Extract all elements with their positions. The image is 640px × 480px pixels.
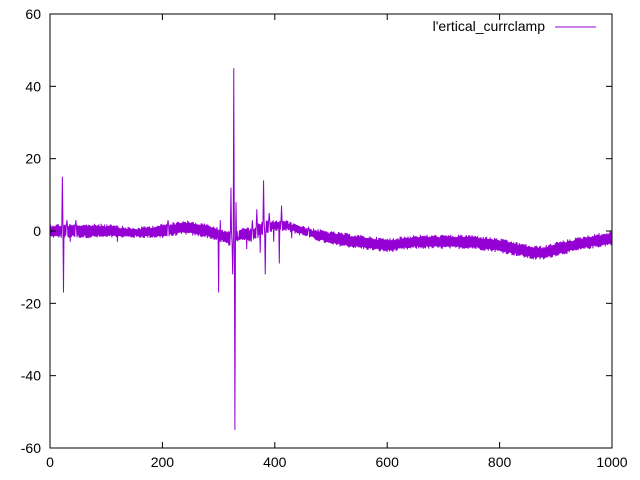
x-tick-label: 600 [376,454,400,470]
x-tick-label: 400 [263,454,287,470]
x-tick-label: 0 [46,454,54,470]
y-tick-label: -40 [21,368,41,384]
y-tick-label: -60 [21,440,41,456]
y-axis: -60 -40 -20 0 20 40 60 [21,6,612,456]
x-tick-label: 800 [488,454,512,470]
y-tick-label: 40 [25,78,41,94]
y-tick-label: 20 [25,151,41,167]
legend: l'ertical_currclamp [433,18,596,34]
series-layer [49,68,613,430]
x-axis: 0 200 400 600 800 1000 [46,14,628,470]
legend-label: l'ertical_currclamp [433,18,546,34]
x-tick-label: 1000 [596,454,627,470]
plot-area: 0 200 400 600 800 1000 -60 -40 -20 0 20 40 60 [21,6,628,470]
y-tick-label: -20 [21,295,41,311]
y-tick-label: 60 [25,6,41,22]
y-tick-label: 0 [33,223,41,239]
x-tick-label: 200 [151,454,175,470]
series-line [49,68,613,430]
